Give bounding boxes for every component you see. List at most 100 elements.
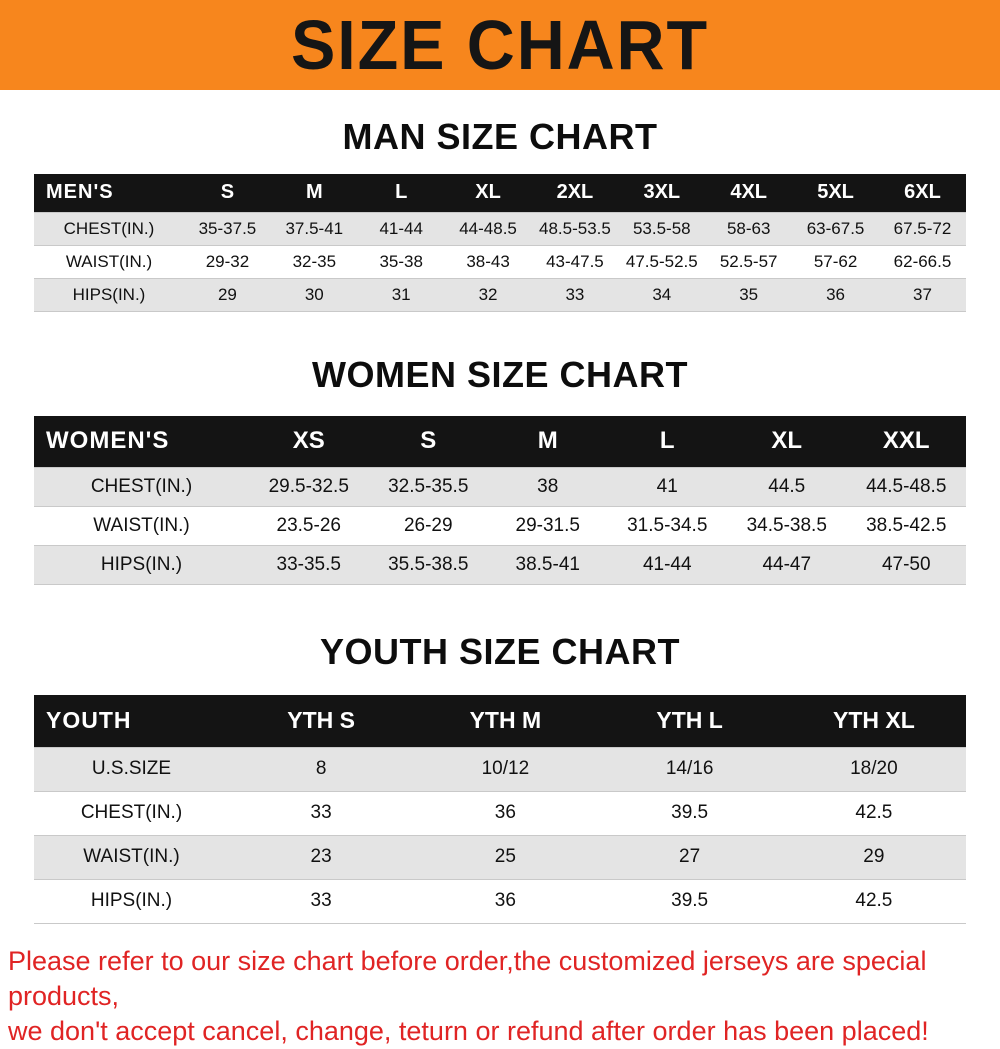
size-value-cell: 36 <box>494 890 516 911</box>
size-value-cell: 35 <box>739 284 759 304</box>
size-value-cell: 47-50 <box>881 554 931 575</box>
size-value-cell: 31 <box>391 284 411 304</box>
table-row: CHEST(IN.) 29.5-32.5 32.5-35.5 38 41 44.5 44.5… <box>34 467 966 507</box>
women-size-section: WOMEN SIZE CHART WOMEN'S XS S M L XL XXL CHEST(… <box>0 312 1000 585</box>
size-column-header: YTH XL <box>832 707 915 734</box>
size-value-cell: 35.5-38.5 <box>388 554 469 575</box>
size-column-header: S <box>420 427 437 455</box>
table-row: CHEST(IN.) 35-37.5 37.5-41 41-44 44-48.5 48.5… <box>34 212 966 245</box>
table-row: U.S.SIZE 8 10/12 14/16 18/20 <box>34 747 966 791</box>
women-section-heading: WOMEN SIZE CHART <box>312 353 688 395</box>
size-column-header: 3XL <box>643 181 681 204</box>
size-value-cell: 32.5-35.5 <box>388 476 469 497</box>
table-row: WAIST(IN.) 23.5-26 26-29 29-31.5 31.5-34.5 34… <box>34 506 966 546</box>
measurement-row-label: WAIST(IN.) <box>65 251 153 271</box>
size-value-cell: 27 <box>679 846 701 867</box>
measurement-row-label: WAIST(IN.) <box>93 515 190 536</box>
size-value-cell: 57-62 <box>813 251 858 271</box>
size-value-cell: 33 <box>565 284 585 304</box>
table-title-cell: YOUTH <box>46 707 132 734</box>
table-header-row: YOUTH YTH S YTH M YTH L YTH XL <box>34 695 966 747</box>
size-column-header: 2XL <box>556 181 594 204</box>
table-row: WAIST(IN.) 29-32 32-35 35-38 38-43 43-47.5 47.… <box>34 245 966 278</box>
size-value-cell: 63-67.5 <box>806 218 865 238</box>
table-row: WAIST(IN.) 23 25 27 29 <box>34 835 966 879</box>
size-value-cell: 42.5 <box>855 890 893 911</box>
size-value-cell: 38.5-42.5 <box>866 515 947 536</box>
size-value-cell: 39.5 <box>671 890 709 911</box>
size-column-header: S <box>220 181 235 204</box>
size-value-cell: 53.5-58 <box>632 218 691 238</box>
man-section-heading: MAN SIZE CHART <box>342 116 658 157</box>
measurement-row-label: HIPS(IN.) <box>100 554 183 575</box>
size-value-cell: 39.5 <box>671 802 709 823</box>
size-value-cell: 29.5-32.5 <box>268 476 349 497</box>
size-value-cell: 26-29 <box>403 515 453 536</box>
size-column-header: L <box>395 181 408 204</box>
table-row: HIPS(IN.) 33 36 39.5 42.5 <box>34 879 966 923</box>
table-header-row: WOMEN'S XS S M L XL XXL <box>34 415 966 468</box>
size-value-cell: 58-63 <box>726 218 771 238</box>
size-value-cell: 31.5-34.5 <box>627 515 708 536</box>
youth-size-section: YOUTH SIZE CHART YOUTH YTH S YTH M YTH L YTH… <box>0 585 1000 924</box>
size-value-cell: 10/12 <box>481 758 530 779</box>
disclaimer-line-1: Please refer to our size chart before or… <box>8 945 927 1011</box>
size-value-cell: 23.5-26 <box>276 515 341 536</box>
size-column-header: XS <box>292 427 325 455</box>
youth-section-heading: YOUTH SIZE CHART <box>319 631 680 672</box>
size-value-cell: 29-32 <box>205 251 250 271</box>
size-value-cell: 41-44 <box>642 554 692 575</box>
measurement-row-label: CHEST(IN.) <box>63 218 155 238</box>
size-column-header: YTH L <box>656 707 723 734</box>
measurement-row-label: HIPS(IN.) <box>90 890 173 911</box>
measurement-row-label: CHEST(IN.) <box>90 476 193 497</box>
size-column-header: 4XL <box>730 181 768 204</box>
size-value-cell: 62-66.5 <box>893 251 952 271</box>
size-column-header: XXL <box>882 427 930 455</box>
man-size-section: MAN SIZE CHART MEN'S S M L XL 2XL 3XL 4XL 5XL 6XL… <box>0 90 1000 312</box>
size-value-cell: 44.5 <box>768 476 806 497</box>
size-value-cell: 18/20 <box>850 758 898 779</box>
size-value-cell: 29-31.5 <box>515 515 580 536</box>
size-value-cell: 8 <box>315 758 327 779</box>
size-value-cell: 42.5 <box>855 802 893 823</box>
table-header-row: MEN'S S M L XL 2XL 3XL 4XL 5XL 6XL <box>34 174 966 212</box>
size-column-header: YTH S <box>287 707 355 734</box>
disclaimer-line-2: we don't accept cancel, change, teturn o… <box>8 1015 929 1046</box>
table-row: HIPS(IN.) 33-35.5 35.5-38.5 38.5-41 41-44 44-… <box>34 545 966 585</box>
size-value-cell: 32-35 <box>292 251 337 271</box>
size-value-cell: 52.5-57 <box>719 251 778 271</box>
size-value-cell: 29 <box>863 846 885 867</box>
size-value-cell: 37 <box>913 284 932 304</box>
size-value-cell: 38-43 <box>466 251 510 271</box>
measurement-row-label: HIPS(IN.) <box>72 284 146 304</box>
measurement-row-label: U.S.SIZE <box>91 758 172 779</box>
size-value-cell: 38.5-41 <box>515 554 580 575</box>
size-value-cell: 35-37.5 <box>198 218 257 238</box>
size-value-cell: 41-44 <box>379 218 423 238</box>
size-value-cell: 38 <box>537 476 559 497</box>
size-column-header: 6XL <box>904 181 941 204</box>
size-column-header: 5XL <box>817 181 854 204</box>
size-column-header: L <box>659 427 675 455</box>
size-value-cell: 29 <box>217 284 237 304</box>
size-column-header: XL <box>771 427 803 455</box>
women-size-table: WOMEN'S XS S M L XL XXL CHEST(IN.) 29.5-32.5 32.5… <box>34 415 966 585</box>
measurement-row-label: CHEST(IN.) <box>80 802 183 823</box>
man-size-table: MEN'S S M L XL 2XL 3XL 4XL 5XL 6XL CHEST(IN.) 35-37… <box>34 174 966 312</box>
size-value-cell: 30 <box>304 284 324 304</box>
size-value-cell: 33 <box>310 890 332 911</box>
size-column-header: YTH M <box>469 707 542 734</box>
size-value-cell: 36 <box>826 284 846 304</box>
size-value-cell: 67.5-72 <box>893 218 952 238</box>
youth-size-table: YOUTH YTH S YTH M YTH L YTH XL U.S.SIZE 8 10/12… <box>34 695 966 924</box>
banner: SIZE CHART <box>0 0 1000 90</box>
table-row: HIPS(IN.) 29 30 31 32 33 34 35 36 37 <box>34 278 966 311</box>
size-value-cell: 25 <box>494 846 516 867</box>
size-value-cell: 34 <box>652 284 672 304</box>
table-title-cell: MEN'S <box>46 181 114 204</box>
size-value-cell: 14/16 <box>665 758 714 779</box>
page-title: SIZE CHART <box>291 6 709 84</box>
size-value-cell: 37.5-41 <box>285 218 344 238</box>
